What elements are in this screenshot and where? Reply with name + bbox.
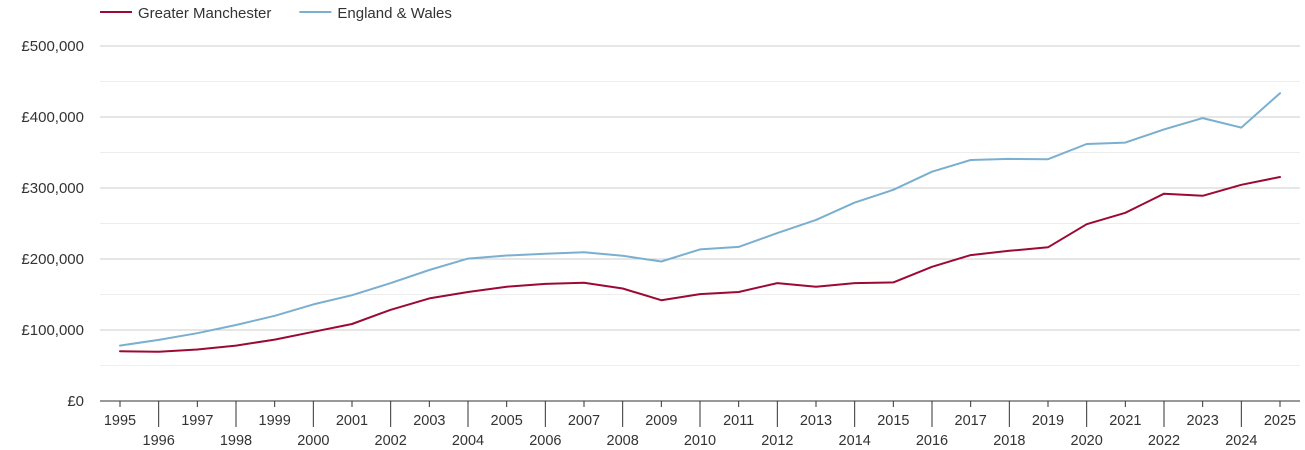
series-line-greater-manchester bbox=[119, 176, 1281, 353]
x-tick-label: 2012 bbox=[761, 433, 793, 449]
x-tick-label: 2004 bbox=[452, 433, 484, 449]
x-tick-label: 2016 bbox=[916, 433, 948, 449]
y-tick-label: £200,000 bbox=[21, 251, 84, 268]
y-tick-label: £500,000 bbox=[21, 38, 84, 55]
x-tick-label: 1999 bbox=[259, 413, 291, 429]
x-tick-label: 2021 bbox=[1109, 413, 1141, 429]
x-tick-label: 2015 bbox=[877, 413, 909, 429]
x-tick-label: 1997 bbox=[181, 413, 213, 429]
x-tick-label: 2014 bbox=[839, 433, 871, 449]
x-tick-label: 2009 bbox=[645, 413, 677, 429]
x-tick-label: 1995 bbox=[104, 413, 136, 429]
x-tick-label: 2003 bbox=[413, 413, 445, 429]
x-tick-label: 1996 bbox=[143, 433, 175, 449]
y-axis-ticks: £0 £100,000 £200,000 £300,000 £400,000 £500,0… bbox=[21, 38, 84, 410]
legend: Greater Manchester England & Wales bbox=[100, 5, 452, 22]
x-tick-label: 2000 bbox=[297, 433, 329, 449]
x-tick-label: 2018 bbox=[993, 433, 1025, 449]
x-tick-label: 2011 bbox=[723, 413, 754, 429]
x-tick-label: 2023 bbox=[1187, 413, 1219, 429]
x-tick-label: 2002 bbox=[375, 433, 407, 449]
series-lines bbox=[119, 92, 1281, 353]
x-tick-label: 2001 bbox=[336, 413, 368, 429]
x-tick-label: 2019 bbox=[1032, 413, 1064, 429]
legend-label: Greater Manchester bbox=[138, 5, 271, 22]
x-tick-label: 1998 bbox=[220, 433, 252, 449]
series-line-england-wales bbox=[119, 92, 1281, 347]
x-tick-label: 2017 bbox=[955, 413, 987, 429]
legend-label: England & Wales bbox=[337, 5, 452, 22]
x-tick-label: 2005 bbox=[491, 413, 523, 429]
y-tick-label: £400,000 bbox=[21, 109, 84, 126]
x-tick-label: 2008 bbox=[607, 433, 639, 449]
x-tick-label: 2022 bbox=[1148, 433, 1180, 449]
x-axis-ticks: 1995 1996 1997 1998 1999 2000 2001 2002 2003 2004… bbox=[104, 401, 1296, 449]
x-tick-label: 2025 bbox=[1264, 413, 1296, 429]
y-tick-label: £100,000 bbox=[21, 322, 84, 339]
x-tick-label: 2013 bbox=[800, 413, 832, 429]
y-tick-label: £0 bbox=[67, 393, 84, 410]
x-tick-label: 2006 bbox=[529, 433, 561, 449]
grid-lines bbox=[100, 45, 1300, 402]
x-tick-label: 2020 bbox=[1071, 433, 1103, 449]
x-tick-label: 2007 bbox=[568, 413, 600, 429]
y-tick-label: £300,000 bbox=[21, 180, 84, 197]
x-tick-label: 2024 bbox=[1225, 433, 1257, 449]
x-tick-label: 2010 bbox=[684, 433, 716, 449]
